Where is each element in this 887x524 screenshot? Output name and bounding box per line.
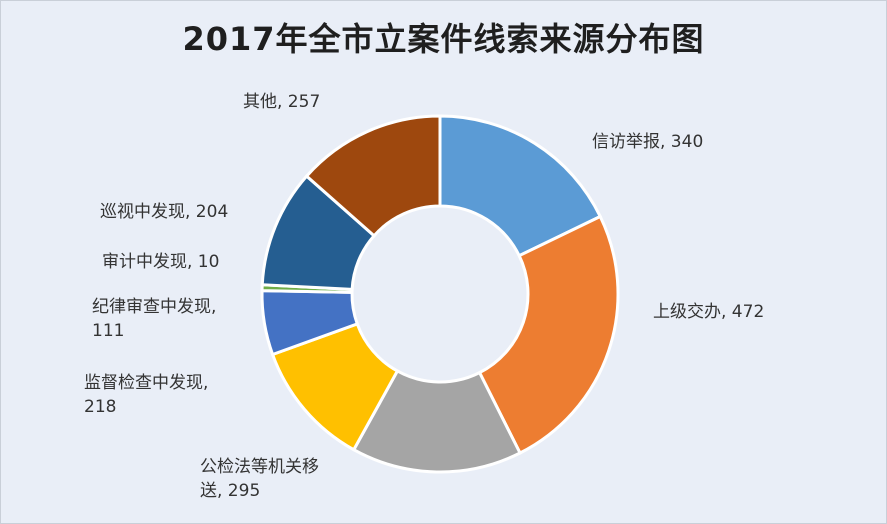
data-label: 上级交办, 472 xyxy=(653,302,764,322)
data-label-line: 审计中发现, 10 xyxy=(102,252,219,272)
data-label: 监督检查中发现, 218 xyxy=(84,373,208,417)
donut-slice xyxy=(351,368,523,474)
data-label-line: 公检法等机关移 xyxy=(200,457,319,477)
data-label-line: 上级交办, 472 xyxy=(653,302,764,322)
data-label-line: 纪律审查中发现, xyxy=(92,297,216,317)
chart-title: 2017年全市立案件线索来源分布图 xyxy=(182,20,705,58)
data-label-line: 信访举报, 340 xyxy=(592,132,703,152)
donut-slice xyxy=(438,114,603,258)
data-label: 公检法等机关移送, 295 xyxy=(200,457,319,501)
donut-slice xyxy=(477,214,620,456)
data-label: 审计中发现, 10 xyxy=(102,252,219,272)
data-label: 巡视中发现, 204 xyxy=(100,202,228,222)
data-label-line: 218 xyxy=(84,397,116,417)
data-label-line: 其他, 257 xyxy=(243,92,320,112)
data-label: 纪律审查中发现, 111 xyxy=(92,297,216,341)
data-label-line: 监督检查中发现, xyxy=(84,373,208,393)
data-label-line: 送, 295 xyxy=(200,481,260,501)
data-label: 其他, 257 xyxy=(243,92,320,112)
data-label: 信访举报, 340 xyxy=(592,132,703,152)
data-label-line: 巡视中发现, 204 xyxy=(100,202,228,222)
data-label-line: 111 xyxy=(92,321,124,341)
donut-slice xyxy=(304,114,442,238)
